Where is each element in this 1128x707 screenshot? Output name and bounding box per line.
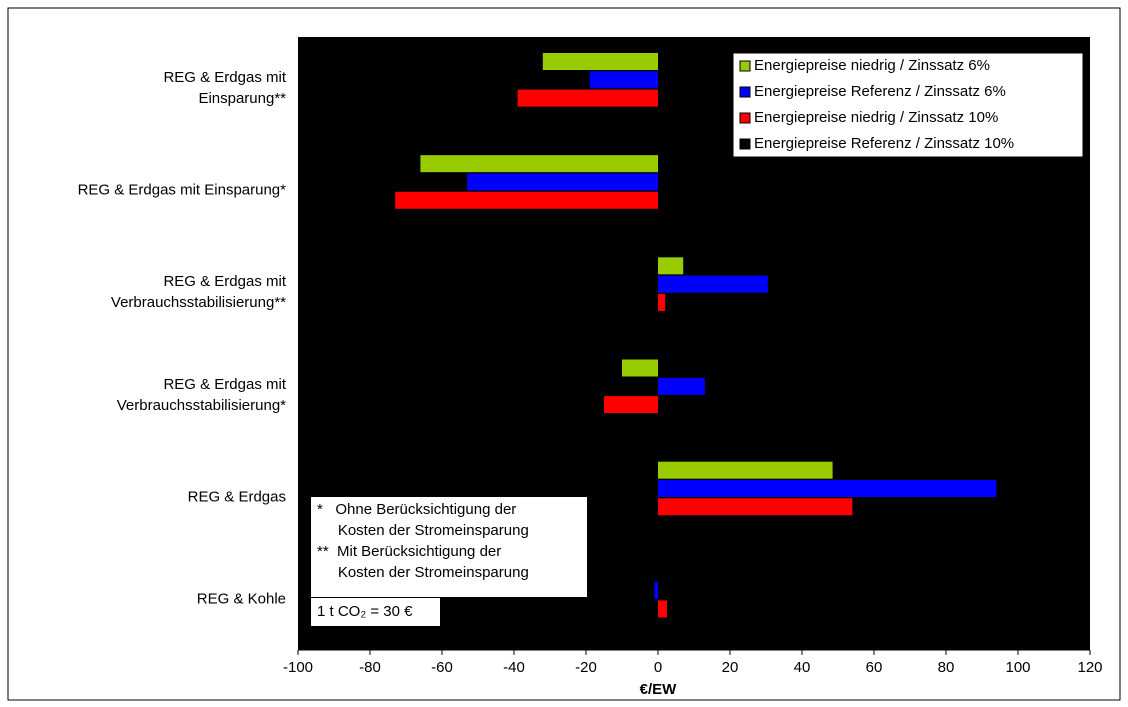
bar — [658, 498, 853, 516]
bar — [517, 89, 658, 107]
x-tick-label: 60 — [866, 659, 883, 676]
legend-label: Energiepreise niedrig / Zinssatz 6% — [754, 57, 990, 74]
x-tick-label: 100 — [1005, 659, 1030, 676]
bar — [604, 396, 658, 414]
x-tick-label: 40 — [794, 659, 811, 676]
bar — [658, 275, 768, 293]
bar — [658, 377, 705, 395]
x-axis-label: €/EW — [640, 681, 678, 698]
legend-swatch — [739, 138, 751, 150]
category-label: REG & Erdgas mit Einsparung** — [163, 69, 286, 108]
bar — [658, 293, 666, 311]
bar — [658, 461, 833, 479]
legend-label: Energiepreise Referenz / Zinssatz 10% — [754, 135, 1014, 152]
bar — [658, 479, 997, 497]
legend-swatch — [739, 112, 751, 124]
x-tick-label: -80 — [359, 659, 381, 676]
legend-label: Energiepreise niedrig / Zinssatz 10% — [754, 109, 998, 126]
legend-swatch — [739, 60, 751, 72]
annotation: 1 t CO₂ = 30 € — [310, 597, 441, 627]
legend-box — [732, 52, 1084, 158]
category-label: REG & Erdgas mit Einsparung* — [77, 181, 286, 199]
x-tick-label: -40 — [503, 659, 525, 676]
category-label: REG & Erdgas mit Verbrauchsstabilisierun… — [110, 273, 286, 312]
category-label: REG & Erdgas — [187, 488, 286, 506]
bar — [654, 582, 658, 600]
x-tick-label: -100 — [283, 659, 313, 676]
bar — [658, 257, 684, 275]
annotation: * Ohne Berücksichtigung der Kosten der S… — [310, 496, 588, 598]
category-label: REG & Kohle — [196, 590, 286, 608]
bar — [589, 71, 658, 89]
bar — [622, 359, 658, 377]
x-tick-label: 80 — [938, 659, 955, 676]
x-tick-label: 120 — [1077, 659, 1102, 676]
bar — [467, 173, 658, 191]
legend-label: Energiepreise Referenz / Zinssatz 6% — [754, 83, 1006, 100]
x-tick-label: 20 — [722, 659, 739, 676]
x-tick-label: 0 — [654, 659, 662, 676]
bar — [395, 191, 658, 209]
x-tick-label: -60 — [431, 659, 453, 676]
x-tick-label: -20 — [575, 659, 597, 676]
legend-swatch — [739, 86, 751, 98]
bar — [658, 600, 667, 618]
bar — [542, 53, 658, 70]
category-label: REG & Erdgas mit Verbrauchsstabilisierun… — [116, 375, 286, 414]
bar — [420, 155, 658, 173]
